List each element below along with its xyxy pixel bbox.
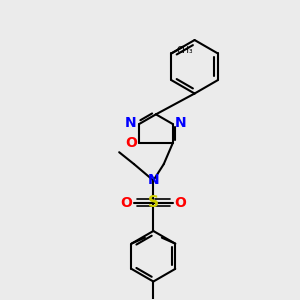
Text: O: O [125,136,137,150]
Text: O: O [121,196,133,210]
Text: N: N [148,173,159,188]
Text: CH₃: CH₃ [177,46,194,55]
Text: O: O [174,196,186,210]
Text: S: S [148,195,159,210]
Text: N: N [175,116,187,130]
Text: N: N [125,116,137,130]
